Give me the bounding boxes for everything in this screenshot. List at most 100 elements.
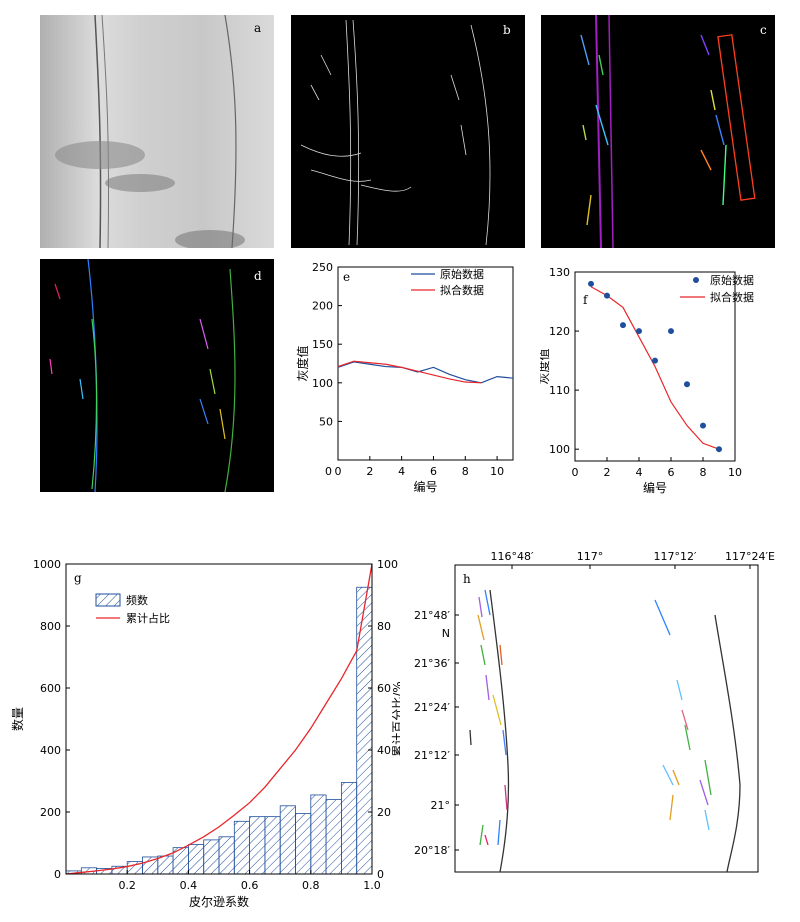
chart-e-ytick-label: 250 xyxy=(312,261,333,274)
chart-g-bar xyxy=(325,799,342,875)
chart-g-ytick2-label: 100 xyxy=(377,558,398,571)
panel-a-label: a xyxy=(254,21,262,35)
map-h-feature-line xyxy=(681,709,689,731)
map-h-lat-label: N xyxy=(442,627,450,640)
chart-e-xtick-label: 2 xyxy=(366,465,373,478)
chart-g: 0.2 0.4 0.6 0.8 1.00200400600800100002040608… xyxy=(10,558,400,909)
chart-e-ytick-label: 50 xyxy=(319,415,333,428)
panel-c-lines xyxy=(580,14,756,249)
map-h-lat-label: 20°18′ xyxy=(414,844,450,857)
map-h-lat-label: 21°48′ xyxy=(414,609,450,622)
map-h-lon-label: 117°12′ xyxy=(654,550,697,563)
chart-f-xtick-label: 10 xyxy=(728,466,742,479)
map-h-feature-line xyxy=(502,729,507,756)
chart-g-ytick2-label: 20 xyxy=(377,806,391,819)
map-h-feature-line xyxy=(704,809,710,831)
map-h-feature-line xyxy=(704,759,712,796)
chart-g-ytick-label: 0 xyxy=(54,868,61,881)
chart-g-frame xyxy=(65,563,373,875)
map-h-feature-line xyxy=(499,644,503,666)
chart-g-ytick-label: 1000 xyxy=(33,558,61,571)
map-h-lat-label: 21° xyxy=(431,799,451,812)
chart-f-panel-label: f xyxy=(583,293,589,307)
chart-e-series-line xyxy=(337,360,482,384)
map-h-feature-line xyxy=(497,819,501,846)
chart-f-ytick-label: 130 xyxy=(549,266,570,279)
chart-f-point xyxy=(588,280,594,287)
map-h-feature-line xyxy=(654,599,671,636)
map-h-feature-line xyxy=(469,729,472,746)
chart-g-bar xyxy=(187,844,205,875)
chart-e-frame xyxy=(337,266,514,461)
chart-g-xtick-label: 0.2 xyxy=(118,879,136,892)
map-h-lon-label: 116°48′ xyxy=(491,550,534,563)
chart-g-legend-label: 累计占比 xyxy=(126,611,170,625)
map-h-feature-line xyxy=(492,694,502,726)
chart-e-series-line xyxy=(337,361,514,384)
map-h-lat-label: 21°24′ xyxy=(414,701,450,714)
map-h-feature-line xyxy=(479,824,484,846)
map-h-lon-label: 117°24′E xyxy=(725,550,775,563)
map-h-feature-line xyxy=(485,674,490,701)
panel-a-sonar-image: a xyxy=(40,14,274,250)
chart-g-cumulative-line xyxy=(65,563,373,875)
chart-f-point xyxy=(636,328,642,335)
chart-g-ytick2-label: 40 xyxy=(377,744,391,757)
map-h-feature-line xyxy=(684,724,691,751)
map-h-feature-line xyxy=(672,769,680,786)
chart-g-bar xyxy=(157,855,174,875)
chart-f-point xyxy=(700,422,706,429)
chart-g-ylabel2: 累计百分比/% xyxy=(391,681,400,756)
chart-g-bar xyxy=(340,782,358,875)
chart-g-bar xyxy=(279,805,296,875)
chart-g-bar xyxy=(249,816,266,875)
chart-f-fit-line xyxy=(590,286,720,450)
chart-e-legend-label: 拟合数据 xyxy=(440,283,484,297)
chart-f-xtick-label: 0 xyxy=(572,466,579,479)
chart-e-xtick-label: 4 xyxy=(398,465,405,478)
map-h-lon-label: 117° xyxy=(577,550,604,563)
chart-g-xtick-label: 0.4 xyxy=(180,879,198,892)
panel-b-label: b xyxy=(503,23,511,37)
chart-e-origin-label: 0 xyxy=(325,465,332,478)
chart-f-xtick-label: 6 xyxy=(668,466,675,479)
map-h-feature-line xyxy=(484,589,491,616)
chart-g-xtick-label: 1.0 xyxy=(363,879,381,892)
chart-g-xtick-label: 0.6 xyxy=(241,879,259,892)
map-h-panel-label: h xyxy=(463,572,471,586)
chart-e-panel-label: e xyxy=(343,270,350,284)
chart-g-legend-swatch xyxy=(95,593,121,607)
chart-g-ytick-label: 400 xyxy=(40,744,61,757)
chart-f-ytick-label: 110 xyxy=(549,384,570,397)
chart-f-ytick-label: 100 xyxy=(549,443,570,456)
chart-e-legend-label: 原始数据 xyxy=(440,267,484,281)
map-h-feature-line xyxy=(504,784,508,811)
map-h-lat-label: 21°12′ xyxy=(414,749,450,762)
chart-f-frame xyxy=(574,271,736,462)
chart-f-ytick-label: 120 xyxy=(549,325,570,338)
map-h-lat-label: 21°36′ xyxy=(414,657,450,670)
panel-c-detected-lines: c xyxy=(541,14,775,249)
chart-f-xtick-label: 8 xyxy=(700,466,707,479)
map-h: 116°48′ 117° 117°12′ 117°24′E 21°48′ N 21°36′ 2… xyxy=(414,550,775,873)
chart-f-point xyxy=(668,328,674,335)
map-h-feature-line xyxy=(662,764,674,786)
map-h-feature-line xyxy=(676,679,683,701)
chart-e-ytick-label: 100 xyxy=(312,377,333,390)
chart-g-bar xyxy=(310,794,327,875)
chart-e-xtick-label: 6 xyxy=(430,465,437,478)
chart-g-bar xyxy=(295,813,312,875)
chart-e-ylabel: 灰度值 xyxy=(295,345,310,381)
panel-d-segments: d xyxy=(40,258,274,493)
chart-g-bar xyxy=(264,816,281,875)
chart-g-legend-label: 频数 xyxy=(126,593,148,607)
panel-b-edges xyxy=(300,19,491,246)
chart-f-point xyxy=(684,381,690,388)
map-h-feature-line xyxy=(489,589,510,873)
panel-a-texture xyxy=(55,14,245,250)
chart-f-legend-swatch xyxy=(693,277,699,283)
map-h-feature-line xyxy=(480,644,486,666)
chart-f-legend-label: 拟合数据 xyxy=(710,290,754,304)
chart-e-ytick-label: 200 xyxy=(312,300,333,313)
